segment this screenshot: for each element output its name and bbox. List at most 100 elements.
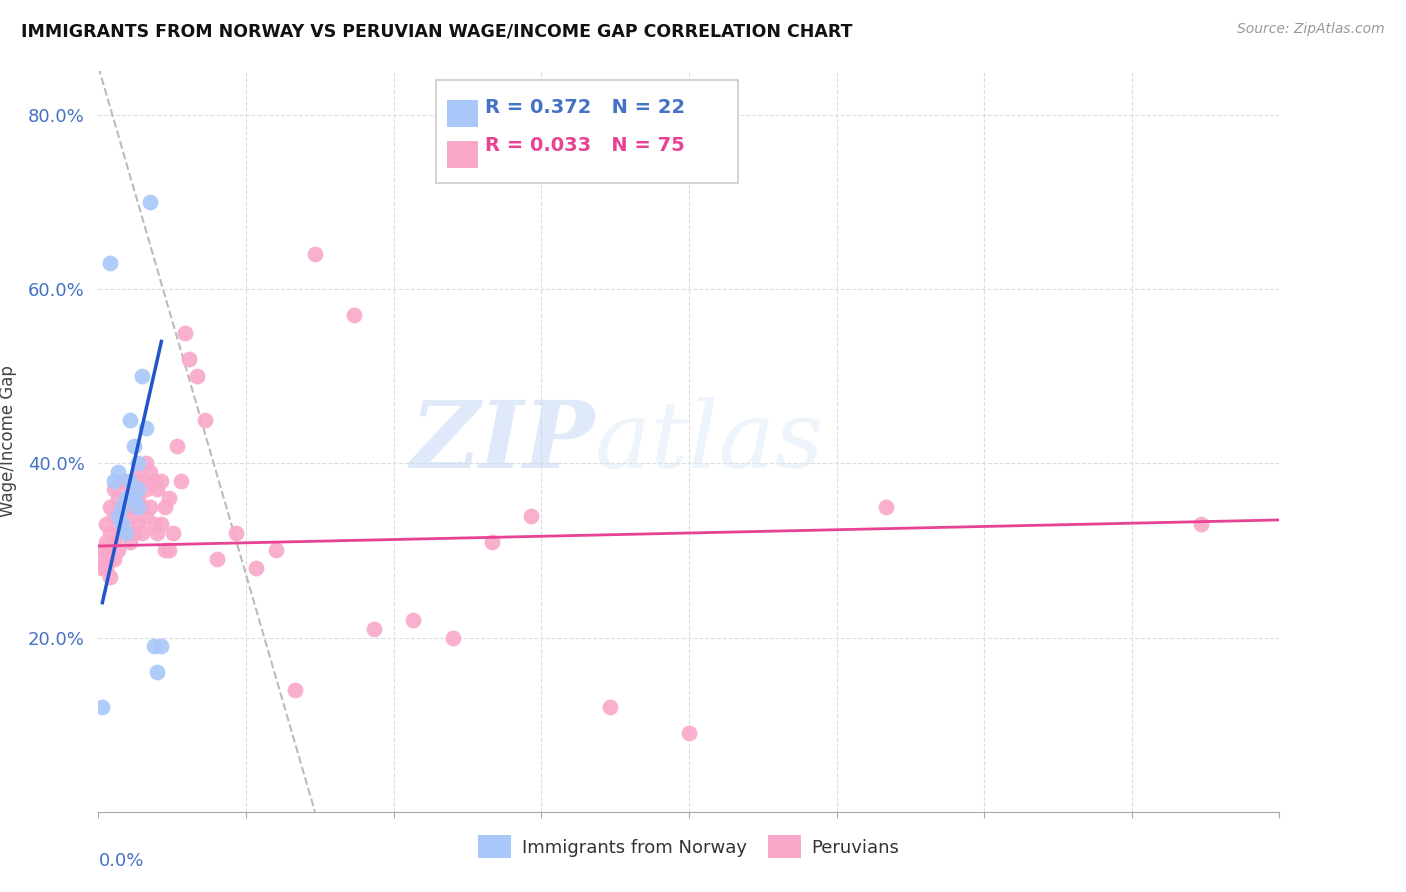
Point — [225, 526, 247, 541]
Point — [264, 543, 287, 558]
Point — [402, 613, 425, 627]
Point — [107, 526, 129, 541]
Point — [135, 483, 157, 497]
Point — [91, 700, 114, 714]
Point — [146, 526, 169, 541]
Point — [875, 500, 897, 514]
Point — [138, 194, 160, 209]
Point — [122, 500, 145, 514]
Point — [115, 474, 138, 488]
Point — [127, 465, 149, 479]
Point — [91, 543, 114, 558]
Point — [205, 552, 228, 566]
Point — [107, 508, 129, 523]
Point — [98, 256, 121, 270]
Point — [122, 526, 145, 541]
Point — [96, 517, 118, 532]
Point — [150, 639, 173, 653]
Text: ZIP: ZIP — [411, 397, 595, 486]
Point — [131, 369, 153, 384]
Point — [157, 491, 180, 505]
Point — [146, 483, 169, 497]
Point — [441, 631, 464, 645]
Point — [118, 413, 141, 427]
Point — [118, 483, 141, 497]
Point — [142, 474, 165, 488]
Point — [363, 622, 385, 636]
Point — [118, 508, 141, 523]
Point — [118, 534, 141, 549]
Point — [131, 474, 153, 488]
Point — [107, 543, 129, 558]
Point — [127, 500, 149, 514]
Text: 0.0%: 0.0% — [98, 853, 143, 871]
Point — [118, 474, 141, 488]
Text: R = 0.033   N = 75: R = 0.033 N = 75 — [485, 136, 685, 155]
Point — [135, 421, 157, 435]
Point — [138, 465, 160, 479]
Point — [142, 639, 165, 653]
Point — [138, 500, 160, 514]
Point — [103, 483, 125, 497]
Legend: Immigrants from Norway, Peruvians: Immigrants from Norway, Peruvians — [471, 828, 907, 865]
Point — [157, 543, 180, 558]
Point — [150, 517, 173, 532]
Point — [127, 517, 149, 532]
Point — [155, 543, 177, 558]
Point — [122, 491, 145, 505]
Point — [111, 500, 134, 514]
Point — [343, 308, 366, 322]
Point — [170, 474, 193, 488]
Point — [177, 351, 200, 366]
Point — [111, 517, 134, 532]
Point — [146, 665, 169, 680]
Point — [115, 500, 138, 514]
Point — [1189, 517, 1212, 532]
Point — [142, 517, 165, 532]
Point — [91, 561, 114, 575]
Text: atlas: atlas — [595, 397, 824, 486]
Point — [96, 561, 118, 575]
Point — [107, 508, 129, 523]
Y-axis label: Wage/Income Gap: Wage/Income Gap — [0, 366, 17, 517]
Point — [107, 465, 129, 479]
Point — [115, 526, 138, 541]
Point — [155, 500, 177, 514]
Point — [103, 534, 125, 549]
Point — [678, 726, 700, 740]
Text: Source: ZipAtlas.com: Source: ZipAtlas.com — [1237, 22, 1385, 37]
Text: R = 0.372   N = 22: R = 0.372 N = 22 — [485, 98, 685, 117]
Point — [96, 543, 118, 558]
Point — [103, 474, 125, 488]
Point — [96, 534, 118, 549]
Point — [111, 500, 134, 514]
Point — [174, 326, 197, 340]
Point — [127, 456, 149, 470]
Point — [194, 413, 217, 427]
Point — [599, 700, 621, 714]
Point — [107, 491, 129, 505]
Point — [91, 552, 114, 566]
Point — [98, 552, 121, 566]
Point — [98, 526, 121, 541]
Point — [150, 474, 173, 488]
Point — [127, 483, 149, 497]
Point — [304, 247, 326, 261]
Point — [115, 491, 138, 505]
Point — [186, 369, 208, 384]
Point — [520, 508, 543, 523]
Point — [131, 500, 153, 514]
Point — [115, 526, 138, 541]
Point — [111, 517, 134, 532]
Point — [98, 569, 121, 583]
Point — [135, 456, 157, 470]
Point — [122, 439, 145, 453]
Point — [284, 682, 307, 697]
Point — [111, 474, 134, 488]
Point — [166, 439, 188, 453]
Point — [103, 508, 125, 523]
Point — [122, 474, 145, 488]
Point — [131, 526, 153, 541]
Point — [135, 508, 157, 523]
Point — [481, 534, 503, 549]
